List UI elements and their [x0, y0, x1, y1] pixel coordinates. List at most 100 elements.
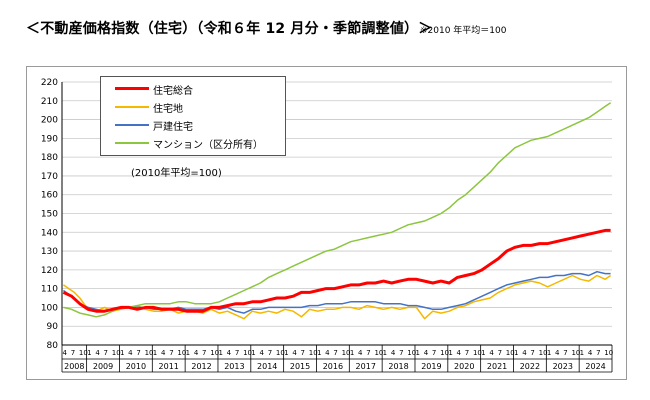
- chart-legend: 住宅総合 住宅地 戸建住宅 マンション（区分所有）: [100, 76, 286, 156]
- month-tick-label: 4: [457, 349, 462, 357]
- legend-item-condo: マンション（区分所有）: [101, 134, 287, 152]
- month-tick-label: 10: [440, 349, 449, 357]
- month-tick-label: 4: [95, 349, 100, 357]
- month-tick-label: 7: [465, 349, 469, 357]
- month-tick-label: 7: [235, 349, 239, 357]
- month-tick-label: 1: [120, 349, 124, 357]
- month-tick-label: 7: [530, 349, 534, 357]
- month-tick-label: 1: [383, 349, 387, 357]
- y-tick-label: 150: [41, 210, 58, 220]
- month-tick-label: 1: [580, 349, 584, 357]
- month-tick-label: 1: [350, 349, 354, 357]
- legend-label-house: 戸建住宅: [153, 122, 193, 133]
- month-tick-label: 7: [563, 349, 567, 357]
- legend-item-total: 住宅総合: [101, 80, 287, 98]
- year-label: 2018: [388, 362, 408, 371]
- month-tick-label: 10: [243, 349, 252, 357]
- legend-swatch-condo: [115, 142, 149, 144]
- y-tick-label: 180: [41, 153, 58, 163]
- y-tick-label: 80: [47, 341, 59, 351]
- year-label: 2015: [290, 362, 310, 371]
- series-line-3: [63, 102, 612, 318]
- month-tick-label: 1: [415, 349, 419, 357]
- month-tick-label: 4: [128, 349, 133, 357]
- month-tick-label: 10: [276, 349, 285, 357]
- month-tick-label: 4: [292, 349, 297, 357]
- month-tick-label: 1: [481, 349, 485, 357]
- legend-label-total: 住宅総合: [153, 86, 193, 97]
- year-label: 2023: [553, 362, 573, 371]
- month-tick-label: 4: [522, 349, 527, 357]
- y-tick-label: 140: [41, 228, 58, 238]
- month-tick-label: 7: [333, 349, 337, 357]
- month-tick-label: 1: [317, 349, 321, 357]
- month-tick-label: 7: [136, 349, 140, 357]
- y-tick-label: 220: [41, 78, 58, 88]
- chart-frame: [26, 66, 627, 380]
- legend-label-condo: マンション（区分所有）: [153, 140, 263, 151]
- y-tick-label: 160: [41, 191, 58, 201]
- legend-swatch-land: [115, 106, 149, 108]
- y-tick-label: 200: [41, 116, 58, 126]
- month-tick-label: 7: [301, 349, 305, 357]
- series-line-1: [62, 274, 612, 320]
- y-tick-label: 210: [41, 97, 58, 107]
- year-label: 2016: [323, 362, 343, 371]
- month-tick-label: 4: [391, 349, 396, 357]
- month-tick-label: 7: [498, 349, 502, 357]
- title-note: ※2010 年平均＝100: [420, 26, 507, 36]
- month-tick-label: 10: [112, 349, 121, 357]
- month-tick-label: 10: [473, 349, 482, 357]
- month-tick-label: 1: [251, 349, 255, 357]
- year-label: 2009: [93, 362, 113, 371]
- legend-swatch-house: [115, 124, 149, 126]
- month-tick-label: 10: [604, 349, 613, 357]
- series-layer: [62, 102, 612, 320]
- month-tick-label: 1: [186, 349, 190, 357]
- month-tick-label: 10: [79, 349, 88, 357]
- month-tick-label: 7: [268, 349, 272, 357]
- month-tick-label: 7: [366, 349, 370, 357]
- series-line-2: [62, 270, 611, 314]
- year-label: 2022: [520, 362, 540, 371]
- month-tick-label: 7: [104, 349, 108, 357]
- y-tick-label: 190: [41, 134, 58, 144]
- year-label: 2021: [487, 362, 507, 371]
- month-tick-label: 1: [218, 349, 222, 357]
- month-tick-label: 4: [424, 349, 429, 357]
- month-tick-label: 1: [87, 349, 91, 357]
- month-tick-label: 7: [202, 349, 206, 357]
- year-label: 2024: [585, 362, 605, 371]
- y-tick-label: 130: [41, 247, 58, 257]
- month-tick-label: 4: [555, 349, 560, 357]
- year-label: 2020: [454, 362, 474, 371]
- month-tick-label: 7: [432, 349, 436, 357]
- legend-swatch-total: [115, 87, 149, 90]
- page-title: ＜不動産価格指数（住宅）（令和６年 12 月分・季節調整値）＞: [26, 21, 433, 37]
- base-year-note: (2010年平均=100): [131, 168, 222, 179]
- month-tick-label: 1: [284, 349, 288, 357]
- legend-label-land: 住宅地: [153, 104, 183, 115]
- legend-item-land: 住宅地: [101, 98, 287, 116]
- legend-item-house: 戸建住宅: [101, 116, 287, 134]
- month-tick-label: 10: [407, 349, 416, 357]
- month-tick-label: 10: [374, 349, 383, 357]
- month-tick-label: 4: [588, 349, 593, 357]
- month-tick-label: 7: [399, 349, 403, 357]
- month-tick-label: 10: [145, 349, 154, 357]
- month-tick-label: 7: [596, 349, 600, 357]
- axis-layer: 8090100110120130140150160170180190200210…: [41, 78, 613, 373]
- month-tick-label: 4: [194, 349, 199, 357]
- month-tick-label: 10: [177, 349, 186, 357]
- y-tick-label: 110: [41, 285, 58, 295]
- month-tick-label: 4: [358, 349, 363, 357]
- month-tick-label: 10: [210, 349, 219, 357]
- month-tick-label: 10: [571, 349, 580, 357]
- month-tick-label: 10: [342, 349, 351, 357]
- month-tick-label: 1: [153, 349, 157, 357]
- year-label: 2014: [257, 362, 277, 371]
- month-tick-label: 10: [506, 349, 515, 357]
- year-label: 2008: [64, 362, 84, 371]
- year-label: 2017: [356, 362, 376, 371]
